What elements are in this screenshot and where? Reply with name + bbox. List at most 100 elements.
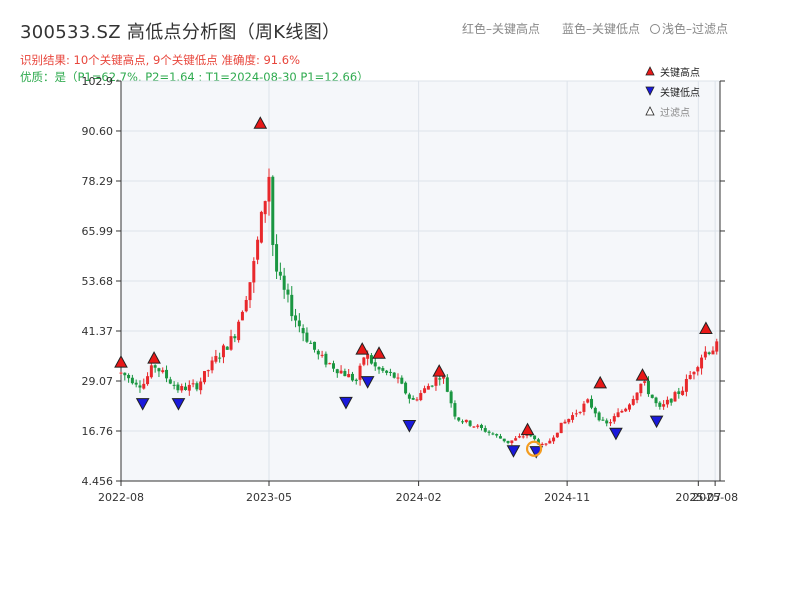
candle-body (119, 372, 123, 374)
candle-body (673, 392, 677, 402)
candle-body (536, 439, 540, 445)
key-high-marker (355, 342, 370, 355)
candle-body (461, 421, 465, 423)
candle-body (571, 415, 575, 420)
candle-body (388, 371, 392, 373)
key-low-marker (171, 398, 186, 411)
candle-body (263, 201, 267, 215)
candle-body (627, 404, 631, 410)
candle-body (696, 367, 700, 372)
candle-body (590, 398, 594, 408)
x-tick-label: 2024-02 (396, 491, 442, 504)
candle-body (244, 299, 248, 312)
candle-body (180, 386, 184, 391)
candle-body (396, 377, 400, 379)
candle-body (608, 422, 612, 424)
candle-body (165, 369, 169, 379)
candle-body (252, 261, 256, 283)
candle-body (658, 402, 662, 407)
key-high-marker (253, 116, 268, 129)
candle-body (502, 438, 506, 442)
x-tick-label: 2024-11 (544, 491, 590, 504)
candle-body (146, 376, 150, 385)
candle-body (552, 437, 556, 442)
candle-body (328, 363, 332, 365)
candle-body (479, 424, 483, 428)
candle-body (282, 275, 286, 290)
candle-body (206, 370, 210, 372)
candle-body (127, 374, 131, 379)
candle-body (586, 399, 590, 403)
candle-body (438, 378, 442, 380)
candle-body (161, 370, 165, 373)
candle-body (134, 382, 138, 385)
y-tick-label: 16.76 (82, 425, 114, 438)
candle-body (419, 393, 423, 401)
candle-body (559, 422, 563, 434)
candle-body (320, 354, 324, 356)
legend-low-icon (645, 86, 655, 96)
candle-body (214, 355, 218, 362)
candle-body (123, 372, 127, 376)
candle-body (324, 353, 328, 365)
candle-body (434, 377, 438, 386)
candle-body (225, 346, 229, 350)
candle-body (453, 403, 457, 417)
candle-body (377, 367, 381, 370)
candle-body (331, 363, 335, 369)
candle-body (631, 399, 635, 405)
candle-body (483, 428, 487, 432)
candle-body (176, 384, 180, 391)
candle-body (495, 434, 499, 436)
candle-body (517, 436, 521, 438)
candle-body (578, 411, 582, 413)
candle-body (297, 320, 301, 327)
candle-body (362, 357, 366, 365)
result-summary: 识别结果: 10个关键高点, 9个关键低点 准确度: 91.6% (20, 53, 301, 67)
legend-filtered-icon (645, 106, 655, 116)
key-high-marker (147, 351, 161, 364)
candle-body (415, 399, 419, 401)
candle-body (407, 394, 411, 399)
candle-body (350, 373, 354, 381)
candle-body (275, 244, 279, 272)
candle-body (639, 383, 643, 394)
chart-title: 300533.SZ 高低点分析图（周K线图） (20, 22, 341, 43)
candle-body (381, 368, 385, 371)
candle-body (411, 397, 415, 400)
candle-body (218, 357, 222, 359)
candle-body (385, 370, 389, 373)
y-tick-label: 4.456 (82, 475, 114, 488)
candle-body (221, 345, 225, 358)
header-legend-light: 浅色–过滤点 (650, 20, 728, 37)
candle-body (248, 282, 252, 301)
candle-body (491, 433, 495, 435)
candle-body (305, 332, 309, 342)
candle-body (498, 436, 502, 439)
candle-body (715, 341, 719, 352)
candle-body (597, 412, 601, 421)
candle-body (525, 434, 529, 436)
candle-body (548, 440, 552, 444)
key-low-marker (135, 398, 150, 411)
candle-body (286, 289, 290, 295)
candle-body (601, 419, 605, 421)
candle-body (271, 176, 275, 246)
candle-body (309, 342, 313, 344)
candle-body (168, 379, 172, 384)
candle-body (677, 391, 681, 395)
candle-body (521, 436, 525, 438)
legend-high-label: 关键高点 (660, 66, 700, 79)
candle-body (620, 410, 624, 413)
candle-body (335, 369, 339, 374)
candle-body (172, 384, 176, 386)
candle-body (157, 368, 161, 372)
candle-body (343, 370, 347, 377)
candle-body (153, 365, 157, 368)
candle-body (510, 440, 514, 444)
candle-body (199, 381, 203, 391)
key-high-marker (635, 368, 650, 381)
y-tick-label: 53.68 (82, 275, 114, 288)
candle-body (149, 365, 153, 378)
candle-body (669, 398, 673, 403)
